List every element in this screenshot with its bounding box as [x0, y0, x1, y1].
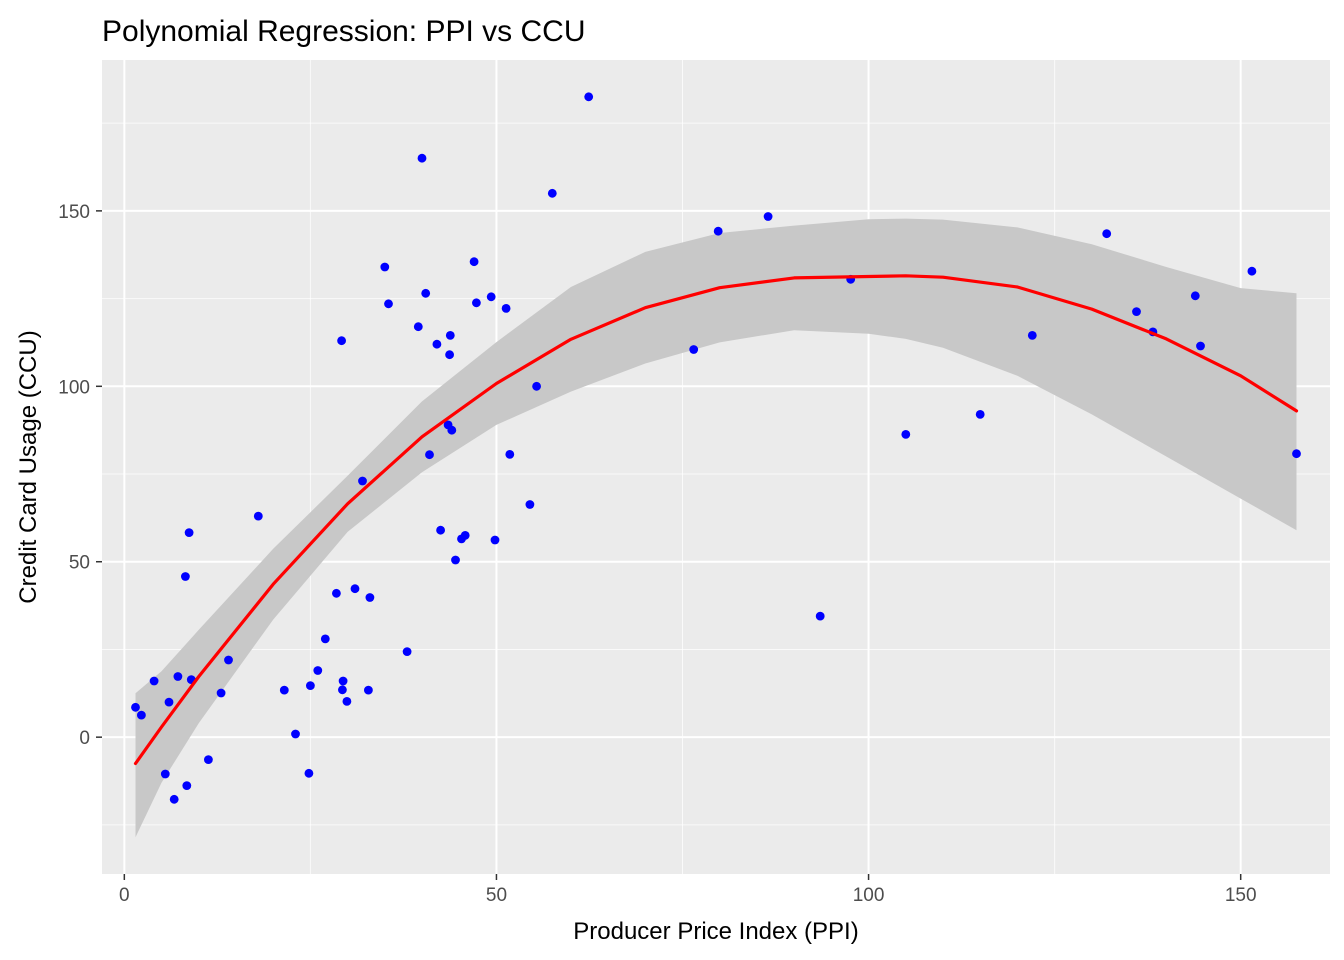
data-point: [1247, 266, 1257, 276]
data-point: [332, 588, 341, 598]
data-point: [1196, 341, 1205, 351]
confidence-band-layer: [135, 218, 1297, 838]
data-point: [338, 676, 348, 686]
data-point: [380, 262, 390, 272]
data-point: [181, 572, 190, 581]
fit-line: [133, 274, 1299, 766]
data-point: [525, 500, 535, 509]
data-point: [432, 339, 442, 349]
fit-line-layer: [133, 274, 1299, 766]
y-tick-labels: 0 50 100 150: [58, 202, 90, 749]
data-point: [584, 92, 594, 102]
data-point: [490, 535, 500, 545]
data-point: [160, 769, 170, 779]
data-point: [253, 511, 263, 521]
x-tick-label: 100: [853, 885, 885, 906]
x-tick-label: 150: [1225, 885, 1257, 906]
data-point: [204, 755, 213, 764]
data-point: [547, 188, 557, 198]
data-point: [689, 345, 699, 354]
y-tick-label: 0: [79, 728, 90, 749]
data-point: [1027, 331, 1037, 340]
data-point: [417, 153, 427, 163]
data-point: [350, 584, 360, 594]
data-point: [425, 450, 434, 460]
data-point: [313, 666, 323, 675]
data-point: [384, 299, 393, 309]
data-point: [224, 655, 233, 665]
data-point: [815, 611, 825, 621]
data-point: [901, 430, 911, 439]
data-point: [337, 336, 346, 346]
data-point: [445, 350, 454, 360]
data-point: [184, 528, 194, 537]
x-tick-label: 50: [486, 885, 507, 906]
data-point: [505, 450, 515, 459]
data-point: [713, 226, 723, 236]
y-axis-title: Credit Card Usage (CCU): [15, 330, 42, 603]
data-point: [1292, 449, 1301, 459]
data-point: [436, 525, 445, 535]
data-point: [451, 555, 460, 565]
confidence-band: [135, 218, 1297, 838]
data-point: [402, 647, 412, 656]
data-point: [445, 331, 455, 340]
data-point: [149, 676, 159, 686]
data-point: [447, 425, 457, 435]
data-point: [342, 697, 352, 706]
data-point: [304, 768, 314, 778]
data-point: [975, 410, 985, 419]
data-point: [1190, 291, 1200, 301]
data-point: [486, 292, 496, 302]
data-point: [1102, 229, 1112, 239]
data-point: [421, 288, 431, 298]
points-layer: [131, 92, 1301, 804]
data-point: [532, 381, 541, 391]
data-point: [460, 531, 470, 540]
data-point: [365, 593, 375, 602]
data-point: [413, 322, 423, 332]
x-axis-title: Producer Price Index (PPI): [573, 918, 858, 945]
y-tick-label: 150: [58, 202, 90, 223]
axis-ticks: [96, 210, 1242, 880]
data-point: [306, 681, 315, 690]
data-point: [364, 685, 373, 695]
data-point: [169, 794, 179, 804]
plot-title: Polynomial Regression: PPI vs CCU: [102, 15, 586, 48]
plot-panel: [102, 60, 1330, 874]
data-point: [216, 688, 226, 698]
data-point: [338, 685, 347, 695]
data-point: [469, 257, 479, 267]
data-point: [164, 697, 174, 707]
x-tick-labels: 0 50 100 150: [119, 885, 1257, 906]
data-point: [472, 298, 481, 308]
data-point: [358, 476, 367, 486]
y-tick-label: 50: [69, 553, 90, 574]
data-point: [137, 710, 146, 720]
data-point: [182, 781, 192, 790]
data-point: [173, 672, 183, 681]
data-point: [320, 634, 330, 644]
data-point: [1132, 307, 1141, 316]
data-point: [131, 702, 140, 712]
data-point: [279, 685, 289, 695]
data-point: [291, 729, 300, 739]
y-tick-label: 100: [58, 377, 90, 398]
data-point: [501, 304, 511, 313]
x-tick-label: 0: [119, 885, 130, 906]
data-point: [763, 212, 773, 221]
